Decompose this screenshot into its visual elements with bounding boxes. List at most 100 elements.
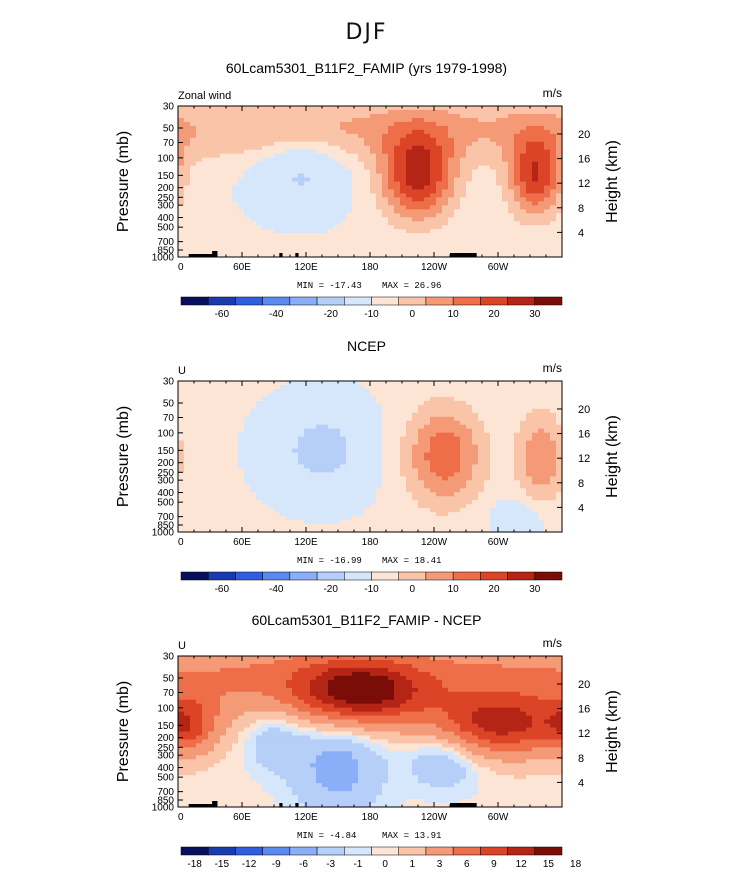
field-cell [292,488,299,493]
field-cell [220,468,227,473]
field-cell [382,452,389,458]
field-cell [238,408,245,414]
field-cell [340,253,347,258]
field-cell [190,225,197,230]
field-cell [220,121,227,127]
field-cell [478,141,485,147]
field-cell [382,205,389,210]
field-cell [256,161,263,167]
field-cell [508,412,515,418]
field-cell [442,516,449,521]
field-cell [556,137,563,143]
field-cell [364,524,371,529]
field-cell [550,109,557,115]
field-cell [430,137,437,143]
field-cell [436,524,443,529]
field-cell [556,185,563,191]
field-cell [244,392,251,398]
field-cell [376,480,383,485]
field-cell [436,181,443,187]
field-cell [508,516,515,521]
field-cell [472,444,479,450]
field-cell [286,524,293,529]
field-cell [424,460,431,466]
field-cell [238,480,245,485]
field-cell [490,424,497,430]
field-cell [508,472,515,477]
field-cell [430,528,437,533]
field-cell [388,520,395,525]
field-cell [496,464,503,470]
field-cell [388,504,395,509]
field-cell [250,225,257,230]
field-cell [388,149,395,155]
field-cell [190,173,197,179]
field-cell [490,241,497,246]
field-cell [454,480,461,485]
field-cell [424,516,431,521]
field-cell [238,392,245,398]
field-cell [388,117,395,123]
field-cell [232,504,239,509]
field-cell [364,133,371,139]
field-cell [358,384,365,390]
field-cell [478,440,485,446]
field-cell [268,428,275,434]
field-cell [316,516,323,521]
field-cell [472,516,479,521]
field-cell [448,177,455,183]
field-cell [436,492,443,497]
field-cell [514,245,521,250]
field-cell [262,193,269,198]
field-cell [550,117,557,123]
field-cell [250,137,257,143]
field-cell [418,520,425,525]
field-cell [220,213,227,218]
field-cell [478,512,485,517]
field-cell [262,432,269,438]
field-cell [328,480,335,485]
field-cell [226,133,233,139]
field-cell [550,161,557,167]
field-cell [208,129,215,135]
field-cell [508,165,515,171]
field-cell [184,177,191,183]
field-cell [364,440,371,446]
field-cell [262,177,269,183]
field-cell [196,472,203,477]
field-cell [364,181,371,187]
field-cell [406,229,413,234]
field-cell [244,440,251,446]
field-cell [340,249,347,254]
field-cell [556,388,563,394]
field-cell [262,496,269,501]
field-cell [220,189,227,195]
field-cell [190,508,197,513]
field-cell [442,508,449,513]
field-cell [250,408,257,414]
field-cell [178,428,185,434]
field-cell [190,404,197,410]
field-cell [358,464,365,470]
field-cell [268,145,275,151]
field-cell [454,420,461,426]
field-cell [244,400,251,406]
field-cell [394,396,401,402]
colorbar-tick-label: -20 [323,309,338,320]
field-cell [202,424,209,430]
field-cell [316,388,323,394]
field-cell [394,420,401,426]
field-cell [322,121,329,127]
field-cell [520,185,527,191]
field-cell [190,516,197,521]
field-cell [370,225,377,230]
field-cell [256,420,263,426]
field-cell [196,165,203,171]
field-cell [418,189,425,195]
field-cell [502,468,509,473]
field-cell [226,384,233,390]
field-cell [358,109,365,115]
field-cell [184,249,191,254]
field-cell [196,209,203,214]
field-cell [340,420,347,426]
